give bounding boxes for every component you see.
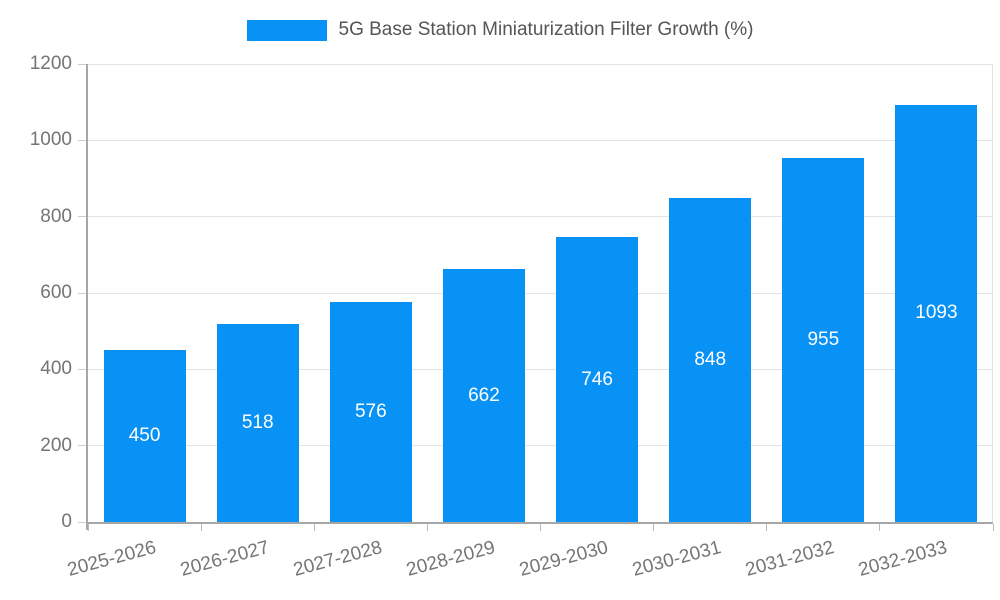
x-tick-label: 2030-2031: [630, 537, 724, 581]
y-tick: [78, 292, 88, 294]
bar[interactable]: 955: [782, 157, 865, 522]
x-tick-label: 2029-2030: [517, 537, 611, 581]
x-tick: [653, 524, 655, 531]
x-tick-label: 2026-2027: [177, 537, 272, 581]
y-tick-label: 1200: [29, 53, 72, 74]
y-tick: [78, 139, 88, 141]
x-tick: [200, 524, 202, 531]
bar-value-label: 576: [354, 401, 387, 423]
y-tick: [78, 445, 88, 447]
bar-value-label: 662: [468, 384, 500, 406]
bar-value-label: 955: [807, 328, 840, 350]
x-tick: [540, 524, 541, 531]
plot-right-border: [992, 64, 993, 522]
x-tick-label: 2027-2028: [291, 537, 385, 581]
gridline: [88, 292, 993, 294]
bar[interactable]: 662: [442, 269, 525, 522]
x-tick: [879, 524, 881, 531]
bar-value-label: 1093: [915, 302, 958, 324]
bar[interactable]: 746: [556, 237, 639, 522]
legend-item[interactable]: 5G Base Station Miniaturization Filter G…: [0, 18, 1000, 42]
x-tick: [313, 524, 315, 531]
x-tick-label: 2028-2029: [404, 537, 498, 581]
x-tick: [766, 524, 768, 531]
y-tick: [78, 368, 88, 370]
x-tick-label: 2032-2033: [856, 537, 950, 581]
x-axis-line: [86, 522, 993, 524]
x-tick: [87, 524, 89, 531]
y-tick: [78, 521, 88, 523]
legend-label: 5G Base Station Miniaturization Filter G…: [338, 19, 754, 40]
y-axis-line: [86, 64, 88, 530]
x-tick: [992, 524, 994, 531]
gridline: [88, 139, 993, 141]
y-tick-label: 200: [40, 434, 72, 456]
legend-swatch-icon: [246, 19, 327, 41]
bar[interactable]: 1093: [895, 104, 978, 522]
gridline: [88, 368, 993, 370]
y-tick-label: 800: [40, 205, 72, 227]
x-tick: [426, 524, 428, 531]
bar[interactable]: 518: [216, 324, 299, 522]
y-tick-label: 0: [61, 511, 72, 532]
bar[interactable]: 576: [329, 302, 412, 522]
y-tick-label: 1000: [29, 129, 72, 151]
gridline: [88, 445, 993, 447]
y-tick: [78, 63, 88, 65]
bar[interactable]: 450: [103, 350, 186, 522]
bar[interactable]: 848: [669, 198, 752, 522]
gridline: [88, 216, 993, 218]
y-tick: [78, 216, 88, 218]
x-tick-label: 2025-2026: [64, 537, 158, 581]
y-tick-label: 400: [40, 358, 72, 380]
y-tick-label: 600: [40, 282, 72, 303]
bar-value-label: 518: [241, 412, 274, 434]
x-tick-label: 2031-2032: [743, 537, 837, 581]
bar-value-label: 848: [694, 349, 727, 371]
gridline: [88, 63, 993, 65]
bar-value-label: 450: [128, 425, 161, 447]
bar-value-label: 746: [581, 368, 613, 390]
